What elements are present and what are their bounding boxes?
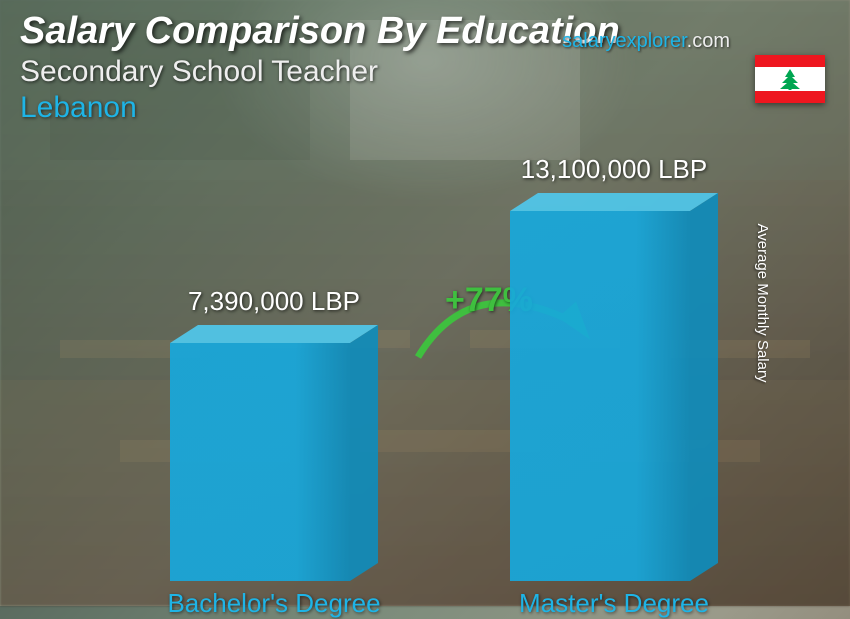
bar-chart: +77% 7,390,000 LBP Bachelor's Degree 13,…: [90, 141, 780, 581]
bar-label-0: Bachelor's Degree: [150, 588, 398, 619]
bar-0: [170, 325, 378, 581]
bar-side-1: [690, 193, 718, 581]
bar-value-0: 7,390,000 LBP: [150, 286, 398, 317]
bar-front-1: [510, 211, 690, 581]
bar-group-0: 7,390,000 LBP Bachelor's Degree: [150, 325, 398, 581]
container: Salary Comparison By Education Secondary…: [0, 0, 850, 606]
branding-prefix: salaryexplorer: [562, 30, 687, 52]
bar-value-1: 13,100,000 LBP: [490, 154, 738, 185]
country: Lebanon: [20, 91, 620, 125]
header: Salary Comparison By Education Secondary…: [20, 10, 620, 125]
bar-top-1: [510, 193, 718, 211]
branding-suffix: .com: [687, 30, 730, 52]
lebanon-flag-icon: [755, 55, 825, 103]
bar-front-0: [170, 343, 350, 581]
branding: salaryexplorer.com: [562, 30, 730, 53]
bar-top-0: [170, 325, 378, 343]
bar-group-1: 13,100,000 LBP Master's Degree: [490, 193, 738, 581]
subtitle: Secondary School Teacher: [20, 55, 620, 89]
bar-side-0: [350, 325, 378, 581]
bar-label-1: Master's Degree: [490, 588, 738, 619]
title: Salary Comparison By Education: [20, 10, 620, 53]
bar-1: [510, 193, 718, 581]
